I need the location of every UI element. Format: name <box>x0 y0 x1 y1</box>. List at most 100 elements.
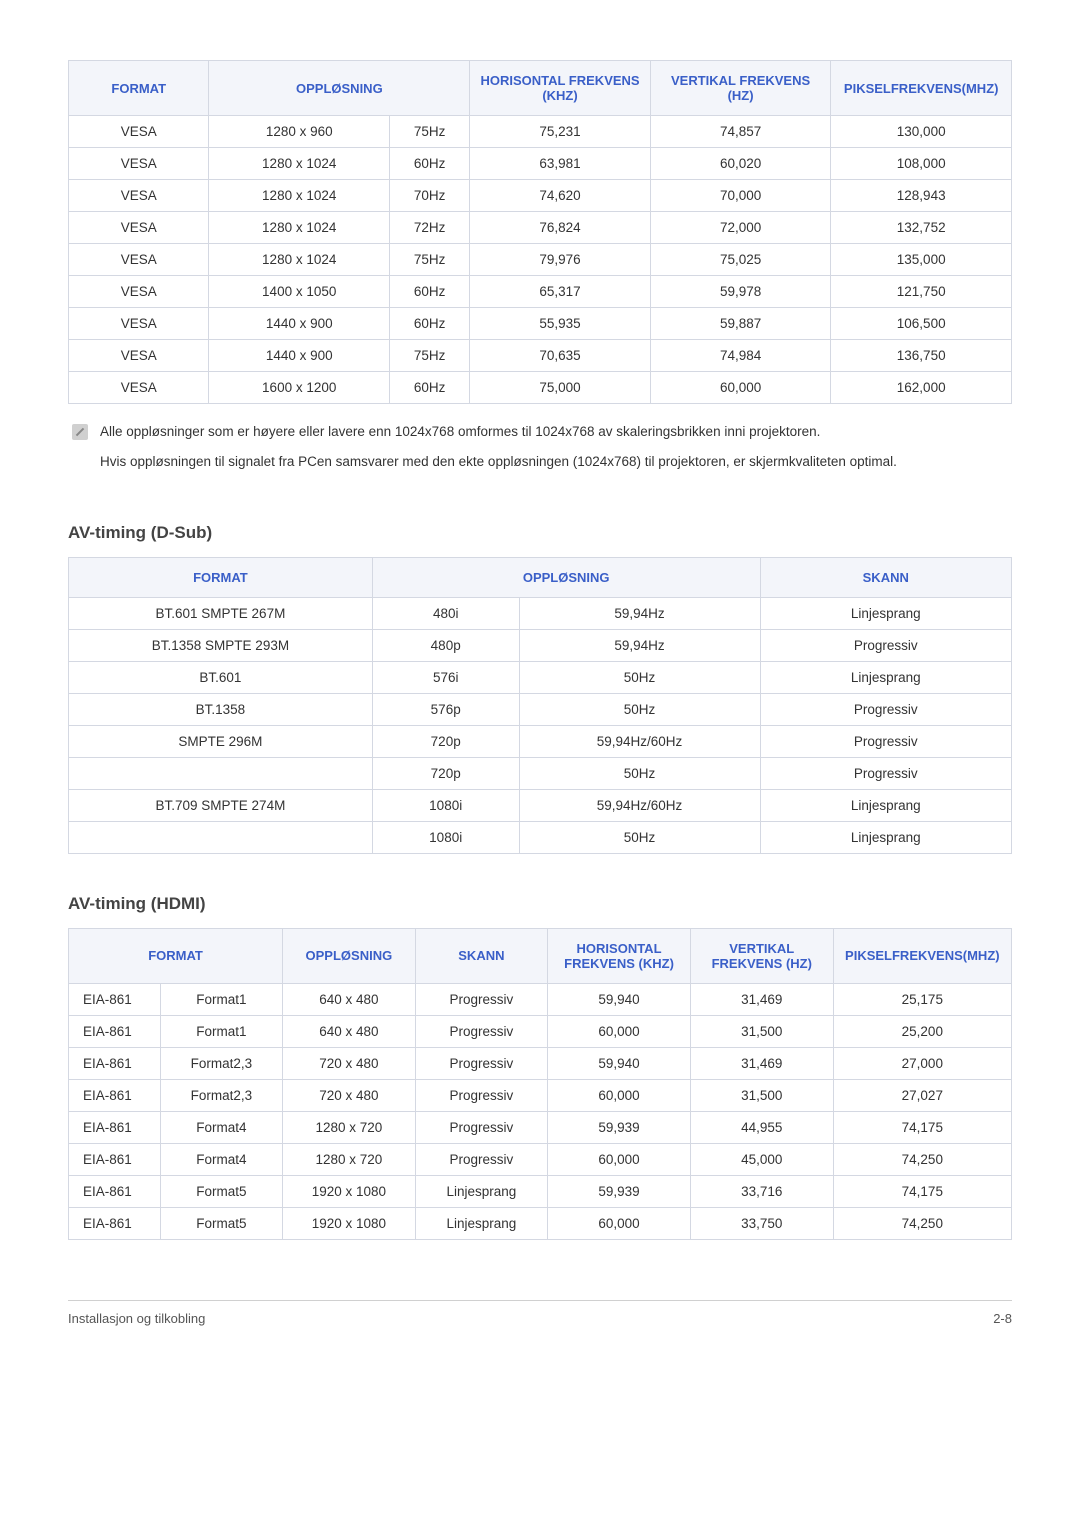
table-row: BT.709 SMPTE 274M1080i59,94Hz/60HzLinjes… <box>69 789 1012 821</box>
table-cell: 132,752 <box>831 212 1012 244</box>
table-cell: 60,020 <box>650 148 831 180</box>
th-scan: SKANN <box>760 557 1011 597</box>
table-cell: EIA-861 <box>69 1047 161 1079</box>
table-cell: VESA <box>69 244 209 276</box>
table-cell: Format5 <box>160 1175 282 1207</box>
table-cell: 70,635 <box>470 340 651 372</box>
table-cell: EIA-861 <box>69 1015 161 1047</box>
table-row: EIA-861Format51920 x 1080Linjesprang60,0… <box>69 1207 1012 1239</box>
table-row: VESA1440 x 90060Hz55,93559,887106,500 <box>69 308 1012 340</box>
table-cell: 121,750 <box>831 276 1012 308</box>
table-cell: 1080i <box>372 821 519 853</box>
table-cell: 108,000 <box>831 148 1012 180</box>
table-cell: 74,250 <box>833 1143 1011 1175</box>
table-cell: 59,978 <box>650 276 831 308</box>
table-cell: VESA <box>69 276 209 308</box>
table-cell: 59,940 <box>548 983 691 1015</box>
table-cell: 59,887 <box>650 308 831 340</box>
table-row: VESA1280 x 96075Hz75,23174,857130,000 <box>69 116 1012 148</box>
table-row: VESA1280 x 102470Hz74,62070,000128,943 <box>69 180 1012 212</box>
table-cell: 60,000 <box>650 372 831 404</box>
table-cell: Progressiv <box>760 693 1011 725</box>
note-p1: Alle oppløsninger som er høyere eller la… <box>100 422 897 442</box>
table-cell: Format1 <box>160 983 282 1015</box>
table-cell: 70,000 <box>650 180 831 212</box>
table-cell: 59,94Hz/60Hz <box>519 725 760 757</box>
table-row: VESA1440 x 90075Hz70,63574,984136,750 <box>69 340 1012 372</box>
table-cell: 27,000 <box>833 1047 1011 1079</box>
table-header-row: FORMAT OPPLØSNING HORISONTAL FREKVENS (K… <box>69 61 1012 116</box>
table-cell: Linjesprang <box>760 597 1011 629</box>
th-hfreq: HORISONTAL FREKVENS (KHZ) <box>470 61 651 116</box>
table-row: VESA1600 x 120060Hz75,00060,000162,000 <box>69 372 1012 404</box>
table-cell: 1920 x 1080 <box>283 1175 416 1207</box>
table-cell: EIA-861 <box>69 1079 161 1111</box>
table-cell: 640 x 480 <box>283 1015 416 1047</box>
table-cell: EIA-861 <box>69 983 161 1015</box>
table-row: EIA-861Format2,3720 x 480Progressiv59,94… <box>69 1047 1012 1079</box>
table-cell: 1280 x 960 <box>209 116 390 148</box>
table-row: EIA-861Format41280 x 720Progressiv60,000… <box>69 1143 1012 1175</box>
table-cell: 60,000 <box>548 1207 691 1239</box>
table-cell: 106,500 <box>831 308 1012 340</box>
th-format: FORMAT <box>69 557 373 597</box>
table-cell: VESA <box>69 212 209 244</box>
table-cell: 31,469 <box>690 1047 833 1079</box>
footer-left: Installasjon og tilkobling <box>68 1311 205 1326</box>
table-cell: Progressiv <box>415 1015 548 1047</box>
table-cell: 720 x 480 <box>283 1079 416 1111</box>
table-row: EIA-861Format41280 x 720Progressiv59,939… <box>69 1111 1012 1143</box>
table-cell: 74,620 <box>470 180 651 212</box>
table-cell: 60Hz <box>390 276 470 308</box>
table-cell: 1920 x 1080 <box>283 1207 416 1239</box>
table-cell: 480i <box>372 597 519 629</box>
table-cell: VESA <box>69 308 209 340</box>
table-cell: 59,94Hz <box>519 629 760 661</box>
table-cell: BT.601 <box>69 661 373 693</box>
table-cell <box>69 757 373 789</box>
table-cell: 74,857 <box>650 116 831 148</box>
table-cell: BT.1358 <box>69 693 373 725</box>
table-cell: 50Hz <box>519 757 760 789</box>
table-cell: VESA <box>69 180 209 212</box>
table-cell: 65,317 <box>470 276 651 308</box>
table-cell: 74,175 <box>833 1175 1011 1207</box>
table-cell: Format4 <box>160 1111 282 1143</box>
table-cell: Progressiv <box>415 983 548 1015</box>
table-cell: 135,000 <box>831 244 1012 276</box>
table-cell: 1280 x 720 <box>283 1143 416 1175</box>
table-cell: 75,000 <box>470 372 651 404</box>
table-cell: 50Hz <box>519 661 760 693</box>
table-cell: Progressiv <box>760 725 1011 757</box>
note-text: Alle oppløsninger som er høyere eller la… <box>100 422 897 483</box>
table-cell: Progressiv <box>760 629 1011 661</box>
table-cell: 1280 x 1024 <box>209 180 390 212</box>
table-cell: 31,469 <box>690 983 833 1015</box>
table-cell: Linjesprang <box>760 789 1011 821</box>
table-cell: Format1 <box>160 1015 282 1047</box>
table-cell: Format2,3 <box>160 1047 282 1079</box>
table-row: VESA1280 x 102472Hz76,82472,000132,752 <box>69 212 1012 244</box>
table-row: 720p50HzProgressiv <box>69 757 1012 789</box>
table-cell: 72Hz <box>390 212 470 244</box>
table-cell: 76,824 <box>470 212 651 244</box>
table-cell: BT.1358 SMPTE 293M <box>69 629 373 661</box>
table-cell: 59,939 <box>548 1175 691 1207</box>
table-cell: 55,935 <box>470 308 651 340</box>
table-cell: 25,175 <box>833 983 1011 1015</box>
table-cell: 1400 x 1050 <box>209 276 390 308</box>
table-cell: 136,750 <box>831 340 1012 372</box>
table-cell: 1280 x 1024 <box>209 212 390 244</box>
table-cell: BT.601 SMPTE 267M <box>69 597 373 629</box>
th-pixfreq: PIKSELFREKVENS(MHZ) <box>833 928 1011 983</box>
table-cell: 72,000 <box>650 212 831 244</box>
table-cell: Format2,3 <box>160 1079 282 1111</box>
table-cell: Format4 <box>160 1143 282 1175</box>
table-cell: BT.709 SMPTE 274M <box>69 789 373 821</box>
table-cell: 33,716 <box>690 1175 833 1207</box>
table-cell: 74,250 <box>833 1207 1011 1239</box>
table-cell: 31,500 <box>690 1015 833 1047</box>
note-block: Alle oppløsninger som er høyere eller la… <box>72 422 1012 483</box>
table-cell: 31,500 <box>690 1079 833 1111</box>
table-cell: 59,94Hz/60Hz <box>519 789 760 821</box>
